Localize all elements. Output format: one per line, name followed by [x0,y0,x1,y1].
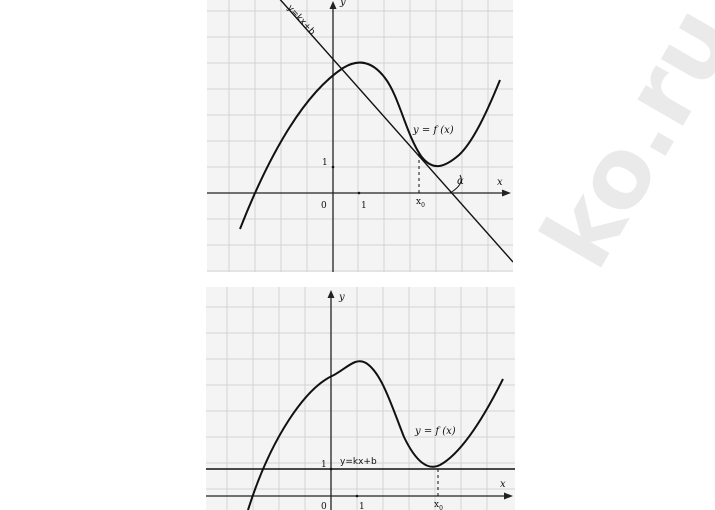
bottom-x-tick [355,494,359,498]
top-y-axis-label: y [339,0,346,8]
top-angle-label: α [457,176,464,187]
top-function-curve [239,61,501,230]
bottom-origin-label: 0 [321,502,327,510]
top-x-axis-arrow [502,189,511,197]
bottom-x0-label: x0 [434,500,443,510]
bottom-x-tick-label: 1 [359,502,365,510]
top-graph: y x 0 1 1 x0 y = f (x) y=kx+b α [207,0,513,272]
bottom-function-label: y = f (x) [414,426,456,437]
bottom-x-axis-arrow [504,492,513,500]
bottom-tangent-label: y=kx+b [340,457,377,467]
bottom-graph-panel: y x 0 1 1 x0 y = f (x) y=kx+b [206,287,515,510]
top-x-tick [357,191,361,195]
bottom-y-axis-label: y [338,292,345,303]
bottom-graph: y x 0 1 1 x0 y = f (x) y=kx+b [206,287,515,510]
watermark: ko.ru [520,0,715,287]
top-tangent-line [279,0,513,263]
top-y-tick-label: 1 [322,158,328,168]
bottom-y-axis-arrow [327,290,335,298]
bottom-grid [206,287,515,510]
bottom-function-curve [247,360,504,510]
top-grid [207,0,513,272]
top-x0-label: x0 [416,197,425,209]
top-origin-label: 0 [321,201,327,211]
bottom-y-tick-label: 1 [321,460,327,470]
top-x-tick-label: 1 [361,201,367,211]
top-graph-panel: y x 0 1 1 x0 y = f (x) y=kx+b α [207,0,513,272]
bottom-x-axis-label: x [500,479,506,490]
top-x-axis-label: x [497,177,503,188]
top-function-label: y = f (x) [412,125,454,136]
top-y-tick [331,165,335,169]
top-y-axis-arrow [329,1,337,9]
top-tangent-label: y=kx+b [285,3,317,37]
top-angle-arc [449,174,462,194]
